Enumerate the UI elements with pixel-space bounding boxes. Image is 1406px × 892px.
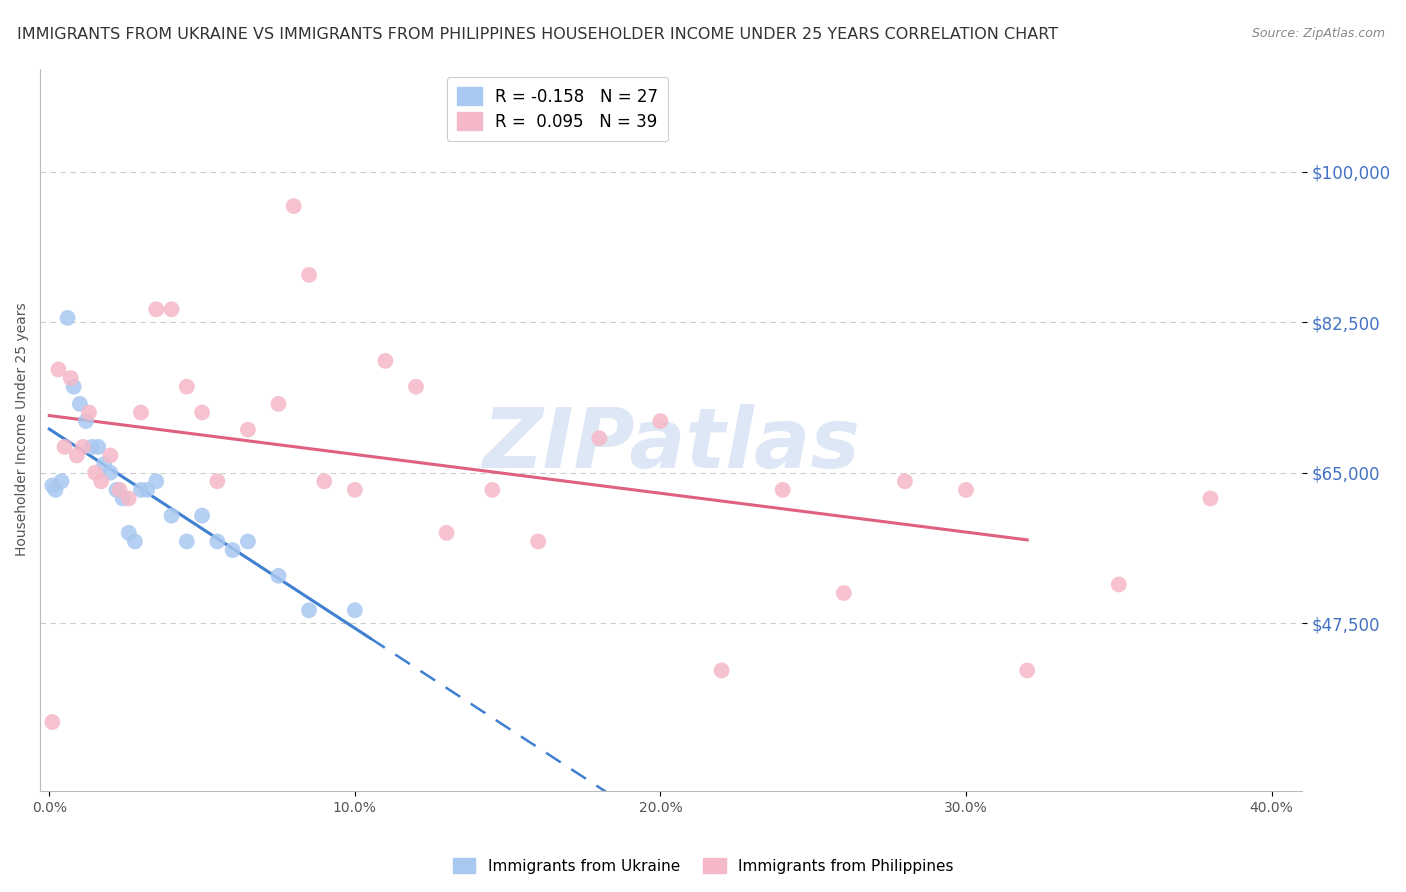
- Point: [118, 491, 141, 506]
- Point: [66, 449, 89, 463]
- Legend: Immigrants from Ukraine, Immigrants from Philippines: Immigrants from Ukraine, Immigrants from…: [447, 852, 959, 880]
- Point: [56, 310, 79, 325]
- Point: [48, 362, 70, 376]
- Point: [41, 714, 63, 729]
- Point: [160, 508, 183, 523]
- Text: ZIPatlas: ZIPatlas: [482, 403, 860, 484]
- Point: [283, 199, 305, 213]
- Point: [772, 483, 794, 497]
- Point: [87, 440, 110, 454]
- Point: [176, 534, 198, 549]
- Point: [832, 586, 855, 600]
- Point: [343, 483, 366, 497]
- Point: [207, 475, 229, 489]
- Point: [124, 534, 146, 549]
- Point: [1017, 664, 1039, 678]
- Point: [343, 603, 366, 617]
- Point: [41, 478, 63, 492]
- Point: [207, 534, 229, 549]
- Point: [298, 268, 321, 282]
- Point: [129, 405, 152, 419]
- Point: [191, 405, 214, 419]
- Point: [77, 405, 100, 419]
- Point: [100, 449, 122, 463]
- Point: [588, 431, 610, 445]
- Point: [955, 483, 977, 497]
- Point: [75, 414, 97, 428]
- Point: [84, 466, 107, 480]
- Point: [129, 483, 152, 497]
- Point: [72, 440, 94, 454]
- Point: [93, 457, 115, 471]
- Point: [44, 483, 66, 497]
- Point: [1199, 491, 1222, 506]
- Point: [59, 371, 82, 385]
- Point: [236, 423, 259, 437]
- Point: [100, 466, 122, 480]
- Point: [267, 397, 290, 411]
- Point: [1108, 577, 1130, 591]
- Point: [481, 483, 503, 497]
- Point: [710, 664, 733, 678]
- Point: [90, 475, 112, 489]
- Point: [145, 475, 167, 489]
- Point: [374, 354, 396, 368]
- Point: [236, 534, 259, 549]
- Point: [53, 440, 76, 454]
- Point: [894, 475, 917, 489]
- Point: [51, 475, 73, 489]
- Point: [69, 397, 91, 411]
- Point: [221, 543, 243, 558]
- Point: [111, 491, 134, 506]
- Point: [298, 603, 321, 617]
- Point: [80, 440, 103, 454]
- Point: [160, 302, 183, 317]
- Legend: R = -0.158   N = 27, R =  0.095   N = 39: R = -0.158 N = 27, R = 0.095 N = 39: [447, 77, 668, 141]
- Point: [314, 475, 336, 489]
- Point: [176, 380, 198, 394]
- Y-axis label: Householder Income Under 25 years: Householder Income Under 25 years: [15, 303, 30, 557]
- Text: IMMIGRANTS FROM UKRAINE VS IMMIGRANTS FROM PHILIPPINES HOUSEHOLDER INCOME UNDER : IMMIGRANTS FROM UKRAINE VS IMMIGRANTS FR…: [17, 27, 1057, 42]
- Point: [145, 302, 167, 317]
- Point: [105, 483, 128, 497]
- Point: [191, 508, 214, 523]
- Point: [118, 525, 141, 540]
- Point: [136, 483, 159, 497]
- Point: [267, 569, 290, 583]
- Point: [405, 380, 427, 394]
- Point: [436, 525, 458, 540]
- Text: Source: ZipAtlas.com: Source: ZipAtlas.com: [1251, 27, 1385, 40]
- Point: [650, 414, 672, 428]
- Point: [108, 483, 131, 497]
- Point: [62, 380, 84, 394]
- Point: [527, 534, 550, 549]
